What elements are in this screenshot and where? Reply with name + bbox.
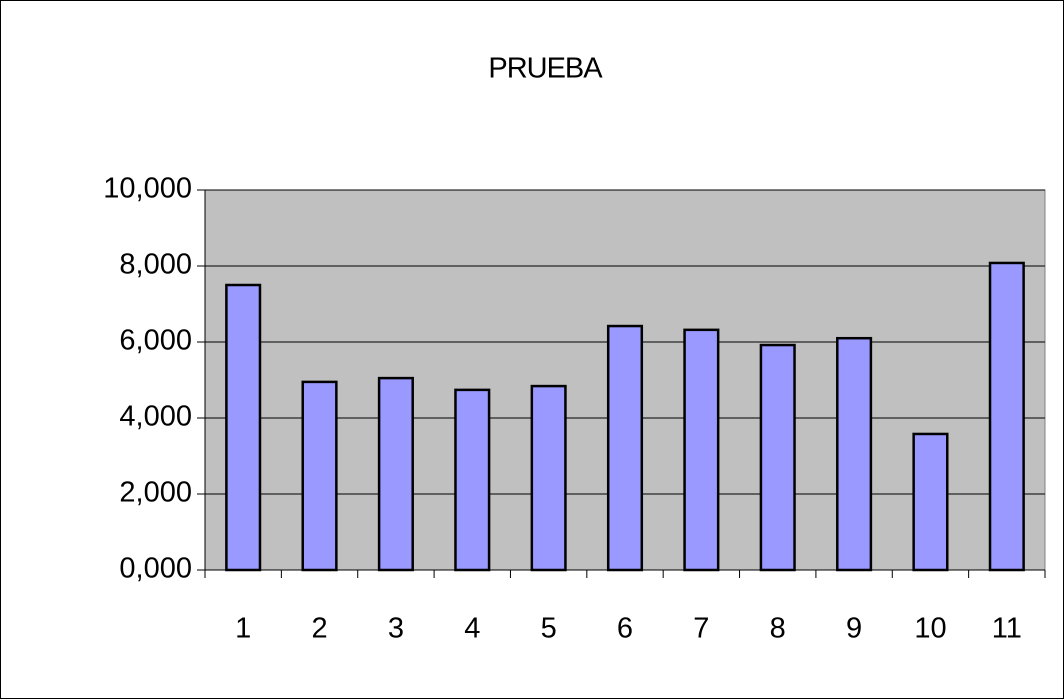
x-tick-label: 7 bbox=[693, 613, 709, 645]
y-tick-label: 6,000 bbox=[119, 325, 192, 357]
bar bbox=[301, 380, 338, 572]
bar bbox=[912, 432, 949, 572]
x-tick-label: 8 bbox=[770, 613, 786, 645]
bar bbox=[759, 343, 796, 572]
x-tick-label: 4 bbox=[464, 613, 480, 645]
bar bbox=[988, 261, 1025, 572]
x-tick-label: 11 bbox=[992, 613, 1022, 645]
bar bbox=[530, 384, 567, 572]
bar bbox=[225, 283, 262, 572]
y-tick-label: 2,000 bbox=[119, 477, 192, 509]
bar bbox=[606, 324, 644, 572]
x-tick-label: 2 bbox=[311, 613, 327, 645]
y-tick-label: 0,000 bbox=[119, 553, 192, 585]
bar bbox=[683, 328, 720, 572]
x-tick-label: 10 bbox=[914, 613, 946, 645]
x-tick-label: 9 bbox=[846, 613, 862, 645]
x-tick-label: 1 bbox=[235, 613, 251, 645]
y-tick-label: 10,000 bbox=[103, 173, 192, 205]
bar bbox=[836, 336, 873, 572]
x-tick-label: 5 bbox=[541, 613, 557, 645]
x-tick-label: 3 bbox=[388, 613, 404, 645]
bar bbox=[454, 388, 491, 572]
bar bbox=[377, 376, 414, 572]
x-tick-label: 6 bbox=[617, 613, 633, 645]
y-tick-label: 4,000 bbox=[119, 401, 192, 433]
y-tick-label: 8,000 bbox=[119, 249, 192, 281]
chart-title: PRUEBA bbox=[488, 53, 603, 85]
